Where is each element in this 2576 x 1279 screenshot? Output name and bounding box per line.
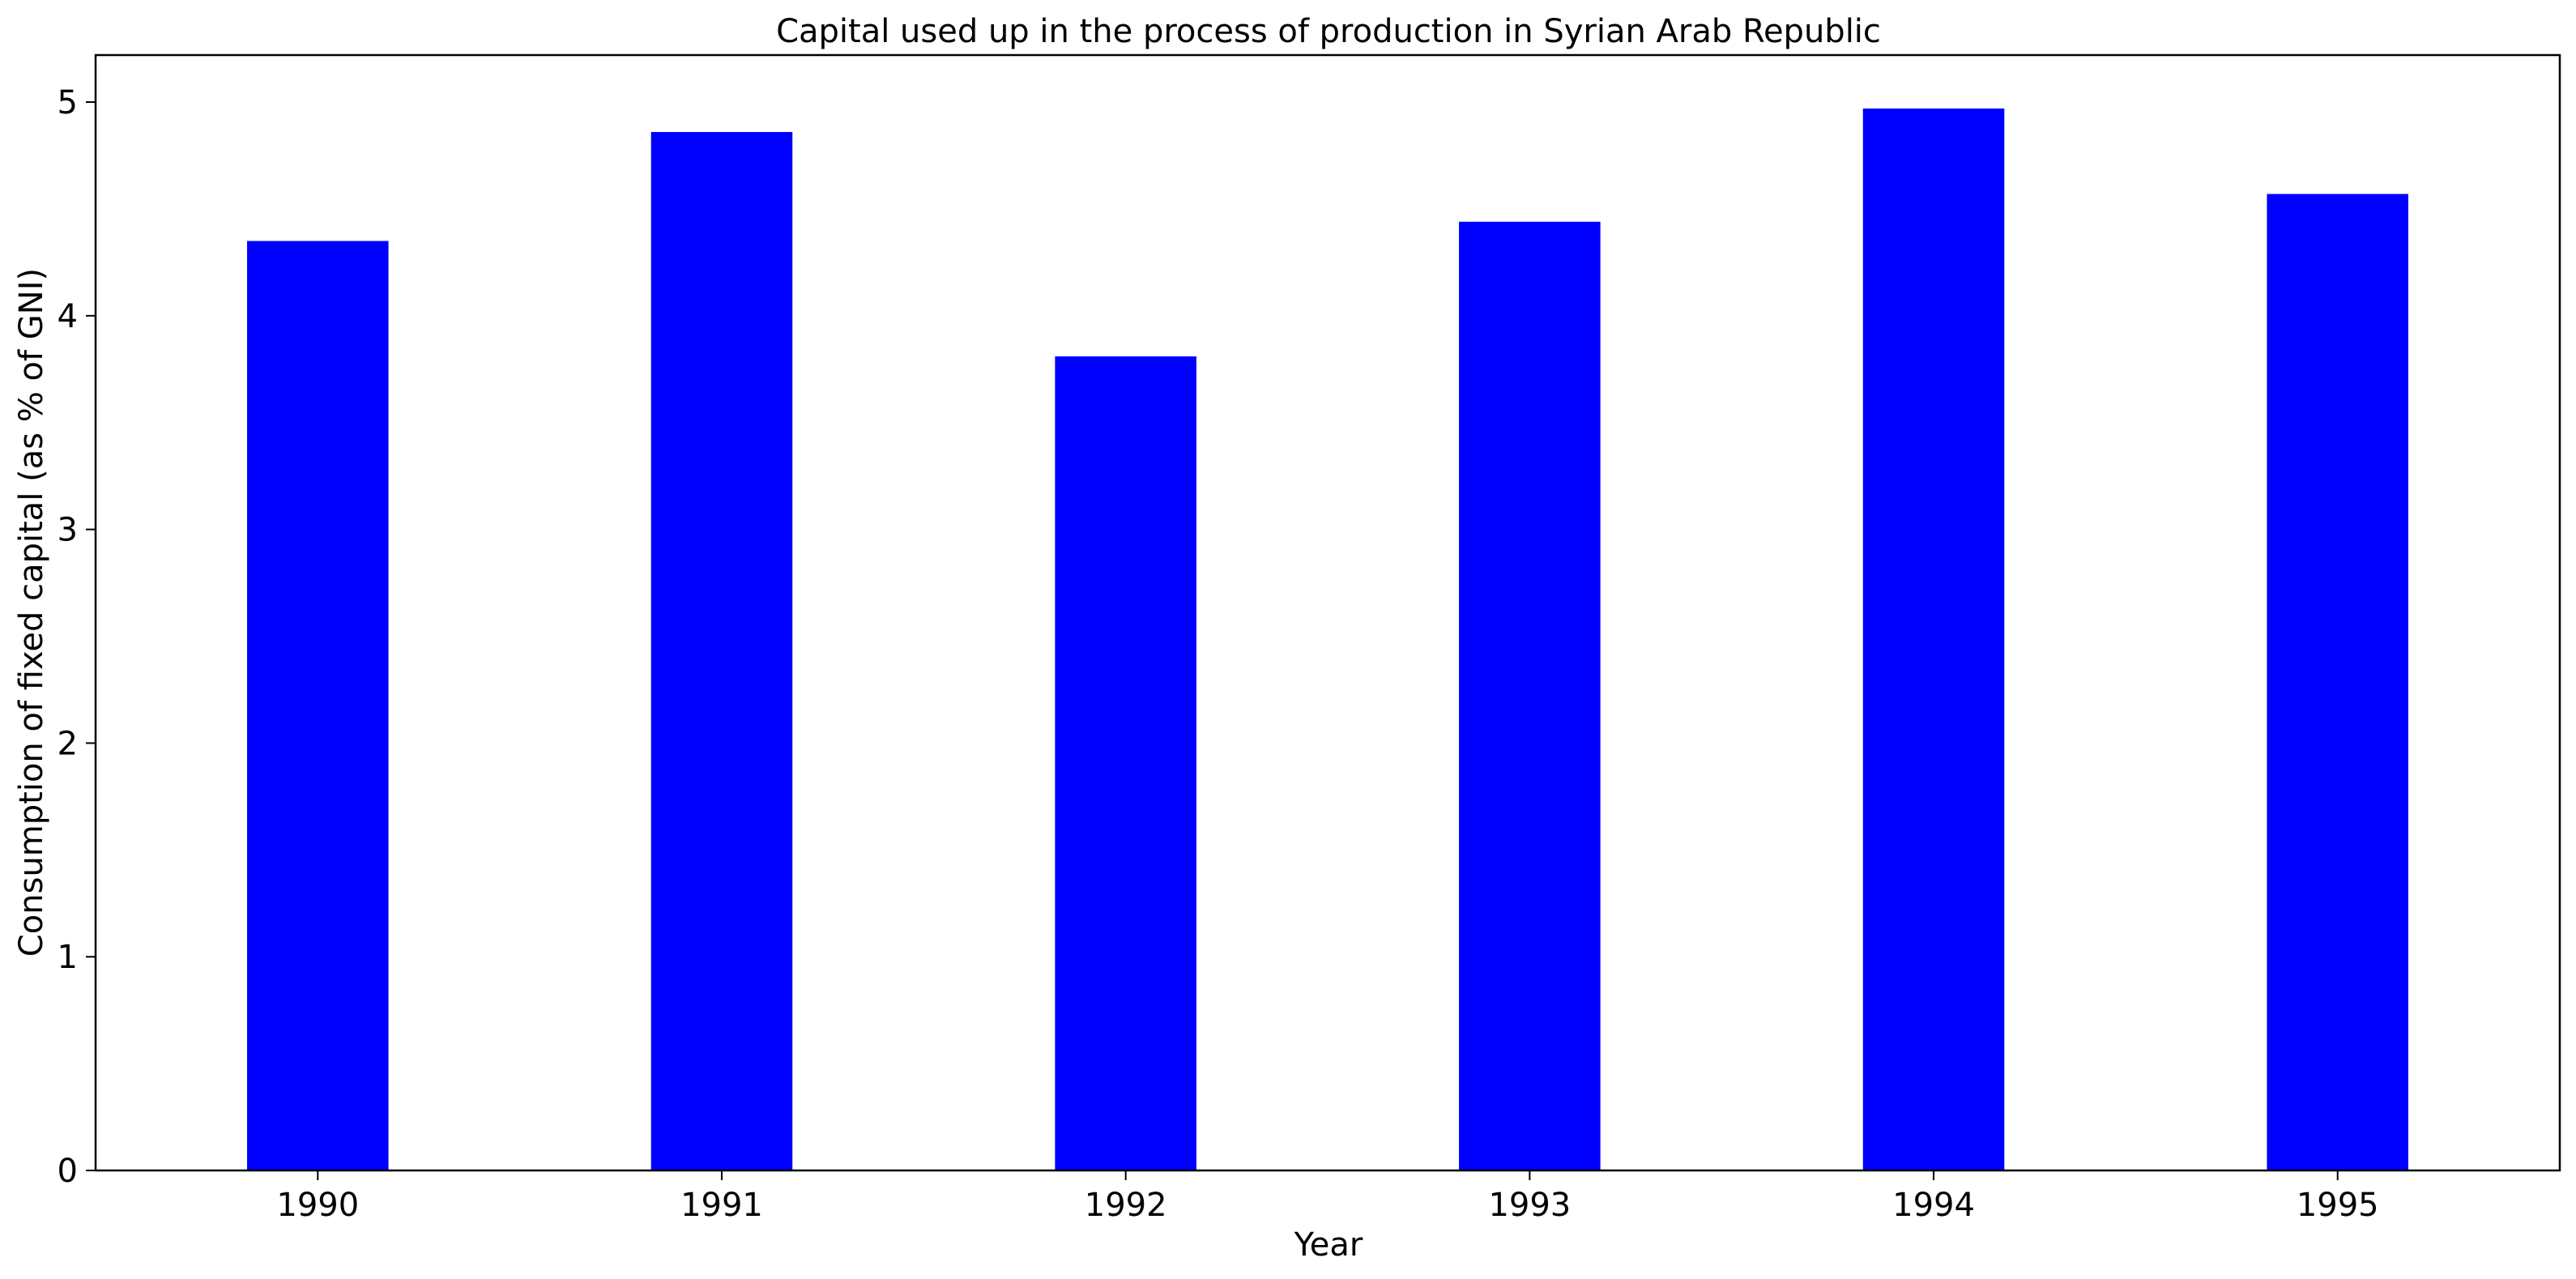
y-tick-label: 1	[58, 939, 78, 976]
y-tick-label: 5	[58, 84, 78, 122]
bar-1994	[1862, 108, 2005, 1171]
x-tick-label: 1995	[2297, 1187, 2379, 1224]
y-axis-ticks: 0 1 2 3 4 5	[58, 84, 96, 1190]
x-tick-label: 1994	[1892, 1187, 1975, 1224]
bar-1993	[1459, 221, 1601, 1171]
x-tick-label: 1990	[276, 1187, 359, 1224]
bar-1995	[2267, 194, 2408, 1170]
x-tick-label: 1992	[1085, 1187, 1167, 1224]
plot-frame	[94, 53, 2561, 1172]
bar-1990	[247, 241, 389, 1170]
bars-group	[247, 108, 2408, 1171]
bar-1991	[650, 131, 793, 1170]
x-tick-label: 1991	[680, 1187, 763, 1224]
x-axis-ticks: 1990 1991 1992 1993 1994 1995	[276, 1170, 2379, 1224]
chart-title: Capital used up in the process of produc…	[776, 13, 1881, 50]
x-axis-label: Year	[1294, 1226, 1363, 1264]
y-tick-label: 0	[58, 1153, 78, 1190]
y-axis-label: Consumption of fixed capital (as % of GN…	[13, 268, 50, 957]
x-tick-label: 1993	[1488, 1187, 1571, 1224]
bar-1992	[1055, 356, 1196, 1171]
y-tick-label: 4	[58, 298, 78, 335]
y-tick-label: 2	[58, 725, 78, 762]
y-tick-label: 3	[58, 512, 78, 549]
